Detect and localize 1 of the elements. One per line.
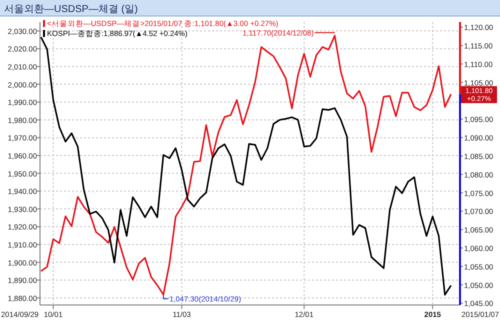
chart-title: 서울외환—USDSP—체결 (일)	[4, 4, 138, 15]
